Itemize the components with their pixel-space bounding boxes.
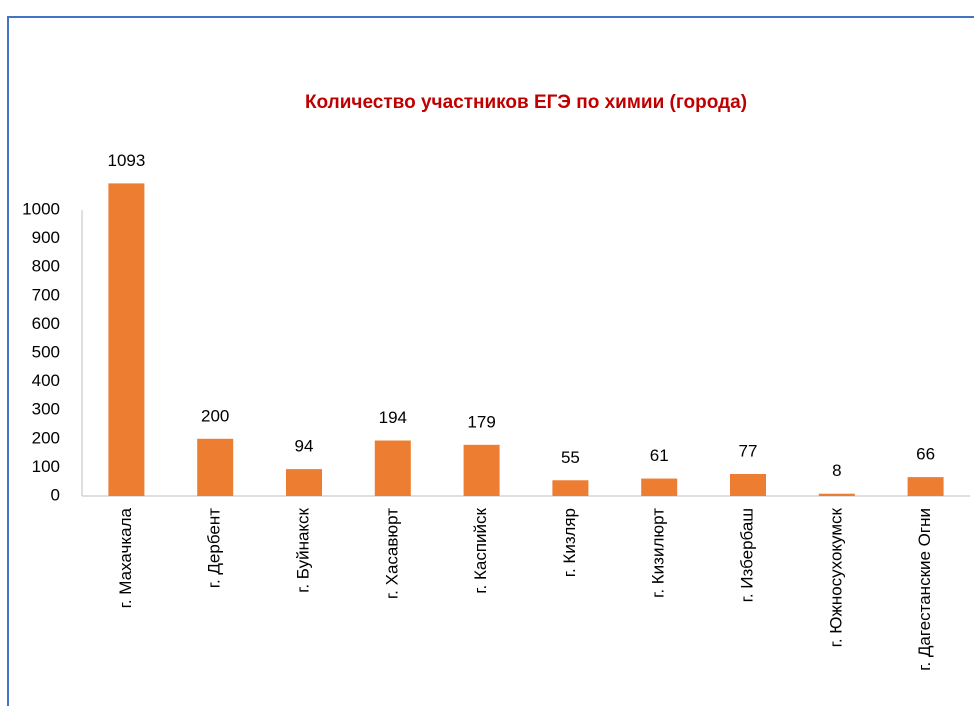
bar: [641, 478, 678, 496]
bar: [286, 469, 322, 496]
data-label: 8: [832, 461, 841, 480]
bar: [818, 493, 855, 496]
x-tick-label: г. Кизилюрт: [649, 508, 668, 598]
y-tick-label: 300: [32, 400, 60, 419]
y-tick-label: 500: [32, 342, 60, 361]
chart-title: Количество участников ЕГЭ по химии (горо…: [305, 92, 747, 113]
y-tick-label: 400: [32, 371, 60, 390]
x-tick-label: г. Буйнакск: [293, 507, 312, 592]
y-tick-label: 600: [32, 314, 60, 333]
data-label: 61: [650, 446, 669, 465]
bar: [907, 477, 944, 496]
data-label: 94: [295, 437, 314, 456]
y-tick-label: 1000: [22, 199, 60, 218]
bar: [552, 480, 589, 496]
x-tick-label: г. Избербаш: [737, 508, 756, 602]
x-tick-label: г. Каспийск: [471, 507, 490, 593]
y-tick-label: 100: [32, 457, 60, 476]
y-tick-label: 800: [32, 257, 60, 276]
bar: [197, 438, 234, 496]
data-label: 179: [467, 412, 495, 431]
x-tick-label: г. Хасавюрт: [382, 508, 401, 599]
x-tick-label: г. Махачкала: [116, 507, 135, 608]
frame: [7, 16, 974, 706]
bar: [108, 183, 145, 497]
bar: [730, 473, 766, 496]
bar: [374, 440, 411, 496]
y-tick-label: 700: [32, 285, 60, 304]
bar: [463, 444, 500, 496]
data-label: 77: [739, 441, 758, 460]
x-tick-label: г. Дербент: [205, 508, 224, 588]
x-tick-label: г. Дагестанские Огни: [915, 508, 934, 671]
data-label: 194: [379, 408, 407, 427]
x-tick-label: г. Кизляр: [560, 508, 579, 577]
y-tick-label: 900: [32, 228, 60, 247]
data-label: 200: [201, 406, 229, 425]
y-tick-label: 200: [32, 428, 60, 447]
y-tick-label: 0: [51, 485, 60, 504]
data-label: 1093: [107, 151, 145, 170]
x-tick-label: г. Южносухокумск: [826, 507, 845, 647]
data-label: 55: [561, 448, 580, 467]
data-label: 66: [916, 445, 935, 464]
